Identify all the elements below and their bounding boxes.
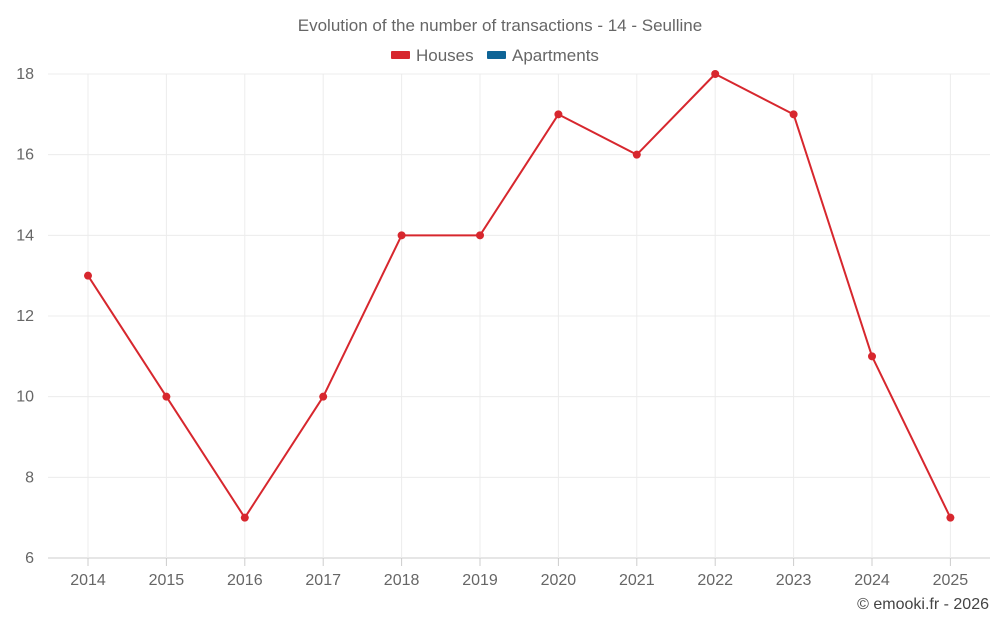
data-point[interactable] (319, 392, 328, 401)
x-tick-label: 2020 (541, 572, 577, 589)
chart-title: Evolution of the number of transactions … (298, 16, 702, 35)
x-tick-label: 2024 (854, 572, 890, 589)
x-tick-label: 2023 (776, 572, 812, 589)
x-tick-label: 2018 (384, 572, 420, 589)
data-point[interactable] (946, 513, 955, 522)
data-point[interactable] (240, 513, 249, 522)
x-tick-label: 2014 (70, 572, 106, 589)
y-tick-label: 10 (16, 389, 34, 406)
series-layer (84, 70, 955, 522)
data-point[interactable] (476, 231, 484, 240)
grid-layer (48, 73, 990, 559)
series-line-houses (87, 73, 952, 519)
legend: Houses Apartments (391, 46, 599, 65)
data-point[interactable] (868, 352, 876, 361)
legend-item-apartments[interactable]: Apartments (487, 46, 599, 65)
y-tick-label: 6 (25, 550, 34, 567)
y-tick-label: 16 (16, 147, 34, 164)
x-tick-label: 2025 (933, 572, 969, 589)
legend-label-houses: Houses (416, 46, 474, 65)
legend-swatch-houses (391, 51, 410, 59)
credit-text: © emooki.fr - 2026 (857, 596, 989, 613)
legend-label-apartments: Apartments (512, 46, 599, 65)
x-tick-label: 2019 (462, 572, 498, 589)
x-tick-label: 2016 (227, 572, 263, 589)
data-point[interactable] (162, 392, 171, 401)
data-point[interactable] (554, 110, 563, 119)
legend-item-houses[interactable]: Houses (391, 46, 474, 65)
data-point[interactable] (397, 231, 406, 240)
data-point[interactable] (711, 70, 720, 78)
x-tick-label: 2015 (149, 572, 185, 589)
y-tick-label: 18 (16, 66, 34, 83)
data-point[interactable] (789, 110, 798, 119)
x-tick-label: 2022 (697, 572, 733, 589)
y-tick-label: 8 (25, 469, 34, 486)
legend-swatch-apartments (487, 51, 506, 59)
x-tick-label: 2021 (619, 572, 655, 589)
axis-layer: 6 8 10 12 14 16 18 2014 2015 2016 2017 2018 2019 2020… (16, 66, 968, 589)
data-point[interactable] (84, 271, 92, 280)
x-tick-label: 2017 (305, 572, 341, 589)
y-tick-label: 12 (16, 308, 34, 325)
data-point[interactable] (632, 150, 641, 159)
y-tick-label: 14 (16, 227, 34, 244)
